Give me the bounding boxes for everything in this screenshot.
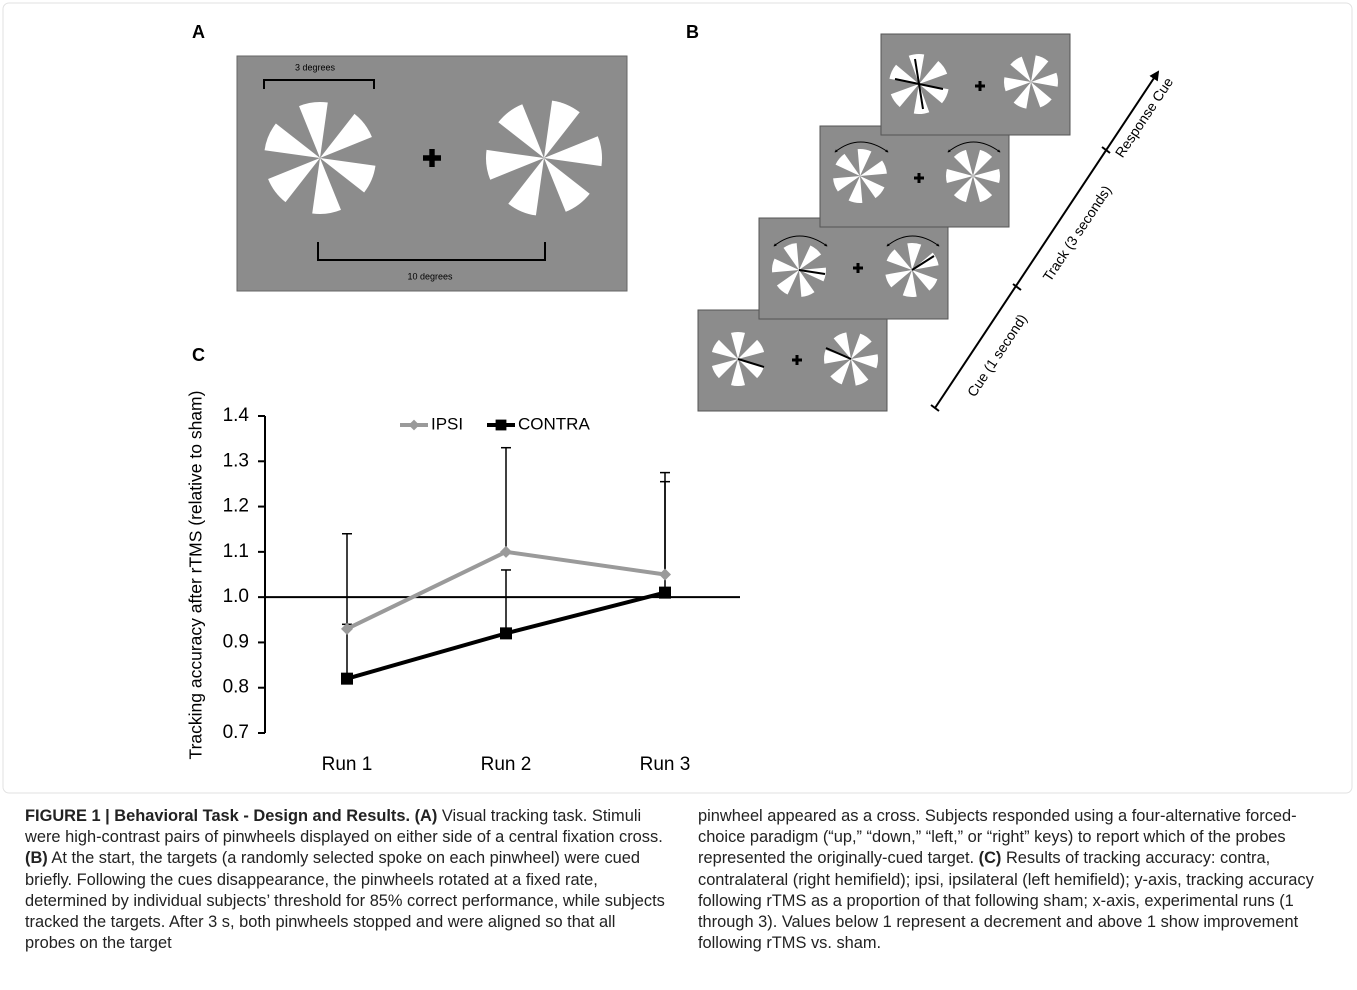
- x-tick-label: Run 1: [322, 754, 373, 775]
- panel-label: C: [192, 345, 205, 365]
- panel-label: B: [686, 22, 699, 42]
- phase-label: Response Cue: [1112, 74, 1177, 160]
- marker: [500, 627, 512, 640]
- phase-label: Cue (1 second): [964, 311, 1030, 400]
- caption-label: (A): [414, 807, 438, 825]
- marker: [495, 419, 507, 431]
- caption-label: (C): [978, 849, 1002, 868]
- panel-label: A: [192, 22, 205, 42]
- caption-text: Results of tracking accuracy: contra, co…: [698, 849, 1314, 953]
- caption-label: (B): [25, 849, 48, 868]
- marker: [659, 586, 671, 599]
- panel-a: [236, 55, 628, 292]
- legend-label: CONTRA: [518, 414, 590, 433]
- caption-text: At the start, the targets (a randomly se…: [25, 849, 665, 953]
- scale-label: 10 degrees: [407, 271, 453, 281]
- y-tick-label: 1.1: [223, 541, 249, 562]
- y-tick-label: 1.2: [223, 496, 249, 517]
- y-tick-label: 0.8: [223, 677, 249, 698]
- y-tick-label: 1.4: [223, 405, 250, 426]
- caption-text: Visual tracking task. Stimuli were high-…: [25, 807, 663, 847]
- x-tick-label: Run 3: [640, 754, 691, 775]
- caption-title: FIGURE 1 | Behavioral Task - Design and …: [25, 807, 411, 825]
- caption-column: pinwheel appeared as a cross. Subjects r…: [698, 806, 1343, 954]
- chart: 0.7 0.8 0.9 1.0 1.1 1.2 1.3 1.4 Run 1 Run 2 Run 3 I…: [223, 405, 740, 775]
- y-tick-label: 0.7: [223, 722, 249, 743]
- panel-b: [697, 33, 1160, 412]
- caption-text: pinwheel appeared as a cross. Subjects r…: [698, 807, 1297, 868]
- caption-column: FIGURE 1 | Behavioral Task - Design and …: [25, 806, 670, 954]
- marker: [341, 622, 353, 635]
- figure-border: [2, 2, 1353, 794]
- scale-label: 3 degrees: [295, 62, 336, 72]
- x-tick-label: Run 2: [481, 754, 532, 775]
- figure: A 3 degrees 10 degrees B: [2, 2, 1353, 794]
- y-axis-label: Tracking accuracy after rTMS (relative t…: [186, 391, 206, 760]
- y-tick-label: 1.3: [223, 450, 249, 471]
- y-tick-label: 1.0: [223, 586, 249, 607]
- y-tick-label: 0.9: [223, 631, 249, 652]
- marker: [341, 672, 353, 685]
- marker: [408, 419, 420, 431]
- marker: [659, 568, 671, 581]
- marker: [500, 545, 512, 558]
- legend-label: IPSI: [431, 414, 463, 433]
